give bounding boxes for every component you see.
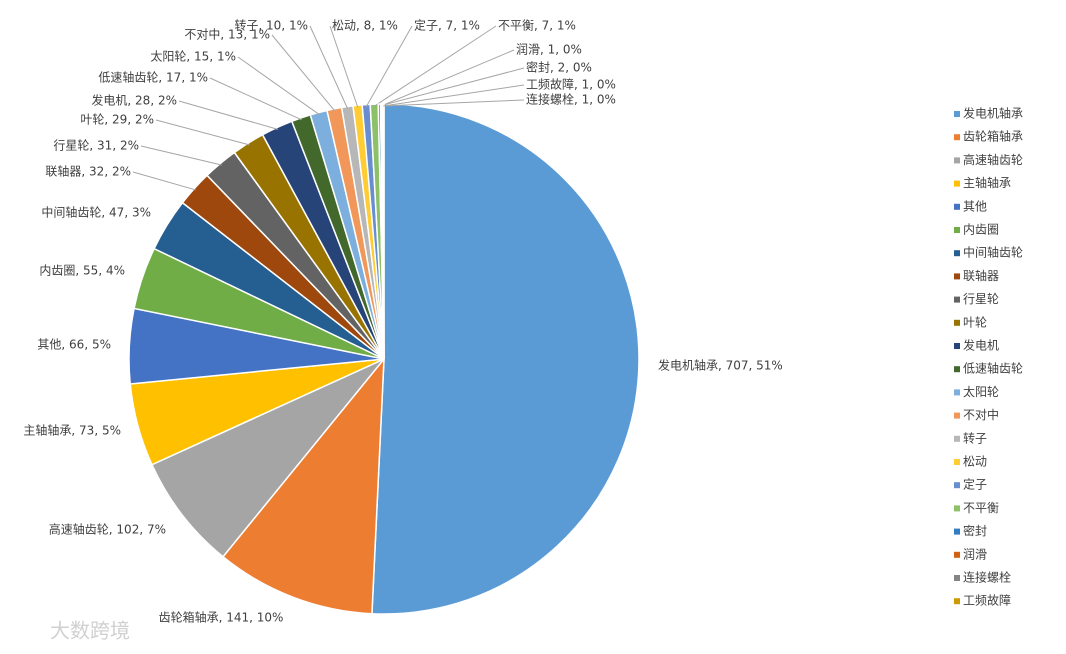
legend-label: 其他 [963,199,987,213]
legend-swatch [954,319,960,326]
pie-slice [221,356,385,615]
data-label: 行星轮, 31, 2% [53,139,139,153]
data-label: 不平衡, 7, 1% [498,19,576,33]
legend-label: 不对中 [963,407,999,422]
legend-swatch [954,180,960,187]
legend-label: 不平衡 [963,501,999,515]
legend-swatch [954,528,960,535]
legend-swatch [954,389,960,396]
legend-label: 工频故障 [963,593,1011,608]
legend-label: 发电机轴承 [963,106,1023,121]
legend-swatch [954,412,960,419]
legend-swatch [954,598,960,605]
pie-slice [382,103,385,360]
data-label: 太阳轮, 15, 1% [150,49,236,64]
leader-line [155,119,250,146]
legend-swatch [954,343,960,349]
leader-line [132,171,196,191]
legend-swatch [954,482,960,489]
legend-swatch [954,157,960,164]
legend-label: 联轴器 [963,268,999,283]
leader-line [374,25,497,107]
leader-line [380,49,515,107]
pie-slice [371,103,640,615]
legend-label: 松动 [963,455,987,469]
legend-swatch [954,296,960,303]
pie-slice [150,358,385,558]
legend-label: 发电机 [963,338,999,353]
data-label: 转子, 10, 1% [234,18,308,33]
legend-swatch [954,575,960,581]
legend-label: 密封 [963,523,987,538]
legend-label: 润滑 [963,547,987,561]
legend-label: 内齿圈 [963,223,999,237]
legend-label: 定子 [963,477,987,492]
data-label: 定子, 7, 1% [414,18,480,33]
legend-label: 太阳轮 [963,384,999,399]
data-label: 内齿圈, 55, 4% [39,264,125,278]
leader-line [365,25,413,107]
legend-swatch [954,250,960,257]
leader-line [140,145,222,166]
watermark: 大数跨境 [50,619,130,643]
data-label: 发电机, 28, 2% [91,93,177,108]
legend-swatch [954,273,960,280]
data-label: 连接螺栓, 1, 0% [526,92,616,107]
data-label: 松动, 8, 1% [332,19,398,33]
data-label: 工频故障, 1, 0% [526,77,616,92]
leader-line [178,100,278,130]
legend-swatch [954,227,960,233]
legend-swatch [954,203,960,210]
legend-label: 连接螺栓 [963,570,1011,585]
legend-label: 低速轴齿轮 [963,361,1023,376]
legend-label: 齿轮箱轴承 [963,129,1023,144]
leader-line [383,84,525,107]
leader-line [271,34,336,112]
legend-label: 转子 [963,430,987,445]
leader-line [382,99,525,107]
data-label: 中间轴齿轮, 47, 3% [41,205,151,220]
data-label: 主轴轴承, 73, 5% [23,423,121,438]
leader-line [209,77,302,121]
legend-label: 主轴轴承 [963,175,1011,190]
legend-swatch [954,366,960,373]
legend-swatch [954,551,960,558]
legend-label: 中间轴齿轮 [963,245,1023,260]
data-label: 润滑, 1, 0% [516,43,582,57]
leader-line [329,25,359,108]
leader-line [379,67,525,107]
legend-label: 行星轮 [963,292,999,306]
leader-line [309,25,349,109]
data-label: 高速轴齿轮, 102, 7% [49,522,166,537]
data-label: 密封, 2, 0% [526,60,592,75]
legend-label: 叶轮 [963,315,987,329]
legend-swatch [954,134,960,141]
data-label: 齿轮箱轴承, 141, 10% [159,610,284,625]
legend-swatch [954,505,960,512]
data-label: 发电机轴承, 707, 51% [658,358,783,373]
legend-swatch [954,111,960,117]
data-label: 其他, 66, 5% [37,338,111,352]
legend-swatch [954,459,960,465]
legend-label: 高速轴齿轮 [963,152,1023,167]
data-label: 联轴器, 32, 2% [45,164,131,179]
legend-swatch [954,435,960,442]
data-label: 不对中, 13, 1% [184,27,270,42]
leader-line [237,56,320,115]
data-label: 低速轴齿轮, 17, 1% [98,70,208,85]
data-label: 叶轮, 29, 2% [80,113,154,127]
